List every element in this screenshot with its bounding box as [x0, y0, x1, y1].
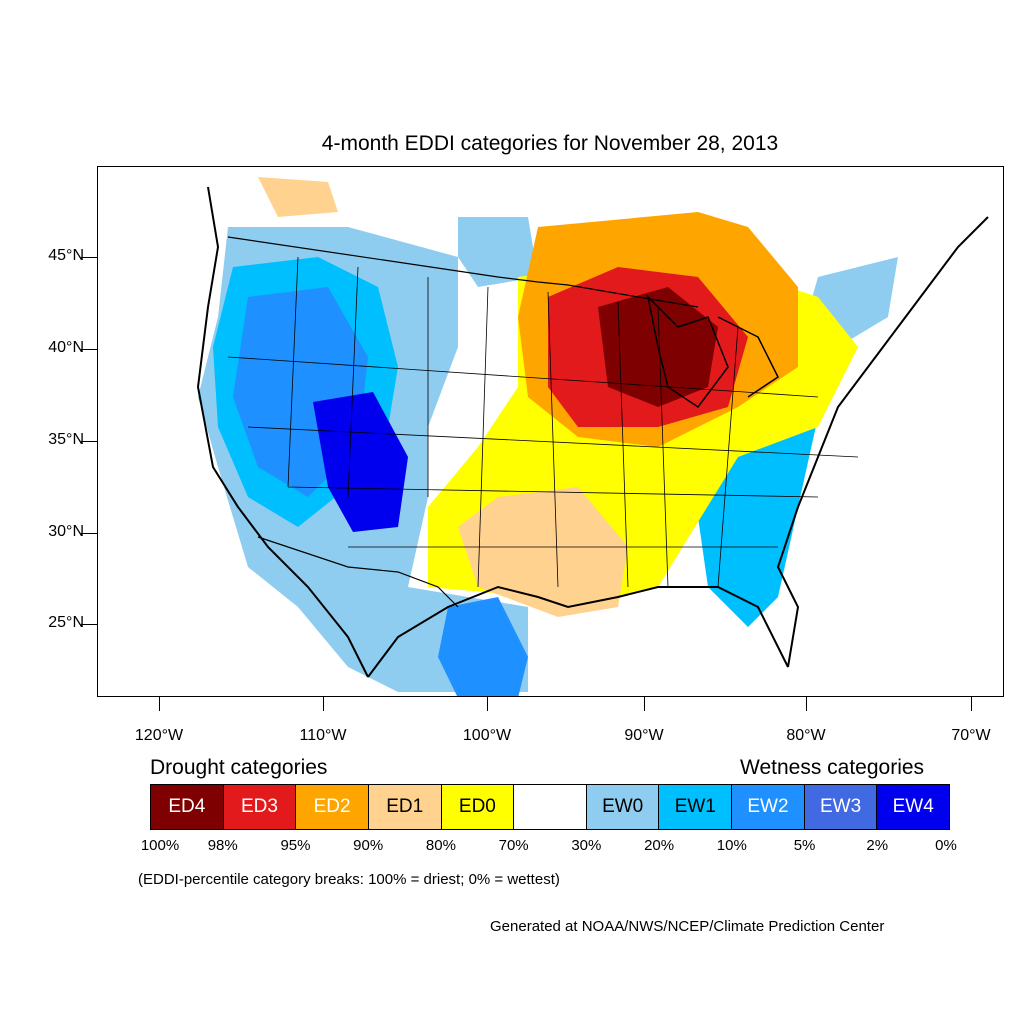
lon-label: 110°W: [299, 727, 347, 744]
lat-label: 25°N: [48, 614, 84, 631]
drought-region-canada-north: [258, 177, 338, 217]
lon-label: 100°W: [462, 727, 512, 744]
coastline: [196, 186, 989, 678]
lon-tick-mark: [487, 697, 488, 711]
legend-swatch-ew0: EW0: [586, 785, 660, 829]
legend-swatch-neutral: [514, 785, 587, 829]
lat-tick-mark: [81, 349, 97, 350]
drought-region-ed1: [458, 487, 628, 617]
lat-label: 45°N: [48, 247, 84, 264]
wet-region-texas: [438, 597, 528, 696]
map-frame: [97, 166, 1004, 697]
wetness-categories-heading: Wetness categories: [740, 756, 925, 779]
lon-tick-mark: [159, 697, 160, 711]
legend-swatch-ed4: ED4: [151, 785, 224, 829]
mexico-border: [257, 536, 459, 608]
lat-tick-mark: [81, 533, 97, 534]
drought-categories-heading: Drought categories: [150, 756, 328, 779]
lon-tick-mark: [323, 697, 324, 711]
lon-tick-mark: [971, 697, 972, 711]
lon-tick-mark: [806, 697, 807, 711]
eddi-map: [196, 177, 989, 696]
legend-break-label: 95%: [280, 837, 311, 854]
legend-break-label: 98%: [207, 837, 238, 854]
lon-label: 70°W: [951, 727, 991, 744]
legend-break-label: 90%: [353, 837, 384, 854]
legend-swatch-ed2: ED2: [296, 785, 369, 829]
map-title: 4-month EDDI categories for November 28,…: [321, 132, 779, 155]
legend-swatch-ed3: ED3: [223, 785, 297, 829]
state-lines: [227, 256, 859, 588]
legend-swatch-ew2: EW2: [732, 785, 805, 829]
legend-color-bar: ED4 ED3 ED2 ED1 ED0 EW0 EW1 EW2 EW3 EW4: [150, 784, 950, 830]
lat-tick-mark: [81, 257, 97, 258]
legend-break-label: 70%: [498, 837, 529, 854]
lat-tick-mark: [81, 624, 97, 625]
legend-swatch-ew1: EW1: [659, 785, 733, 829]
legend-break-label: 100%: [140, 837, 180, 854]
legend-swatch-ew4: EW4: [877, 785, 950, 829]
lon-label: 90°W: [624, 727, 664, 744]
credit-line: Generated at NOAA/NWS/NCEP/Climate Predi…: [490, 918, 885, 935]
legend-break-label: 0%: [935, 837, 957, 854]
lat-label: 35°N: [48, 431, 84, 448]
lon-label: 80°W: [786, 727, 826, 744]
lat-label: 30°N: [48, 523, 84, 540]
category-note: (EDDI-percentile category breaks: 100% =…: [138, 871, 560, 888]
legend-break-label: 10%: [716, 837, 747, 854]
legend-break-label: 20%: [644, 837, 675, 854]
legend-swatch-ed1: ED1: [368, 785, 442, 829]
legend-swatch-ew3: EW3: [804, 785, 878, 829]
lon-tick-mark: [644, 697, 645, 711]
legend-break-label: 30%: [571, 837, 602, 854]
legend-break-label: 2%: [866, 837, 889, 854]
legend-swatch-ed0: ED0: [441, 785, 515, 829]
great-lakes: [646, 294, 779, 409]
legend-break-label: 80%: [425, 837, 456, 854]
legend-break-label: 5%: [793, 837, 816, 854]
lat-tick-mark: [81, 441, 97, 442]
wet-region-northwest: [458, 217, 538, 287]
lat-label: 40°N: [48, 339, 84, 356]
lon-label: 120°W: [134, 727, 184, 744]
wet-region-west-ew4: [313, 392, 408, 532]
